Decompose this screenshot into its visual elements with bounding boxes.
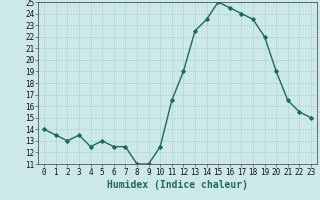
X-axis label: Humidex (Indice chaleur): Humidex (Indice chaleur) — [107, 180, 248, 190]
